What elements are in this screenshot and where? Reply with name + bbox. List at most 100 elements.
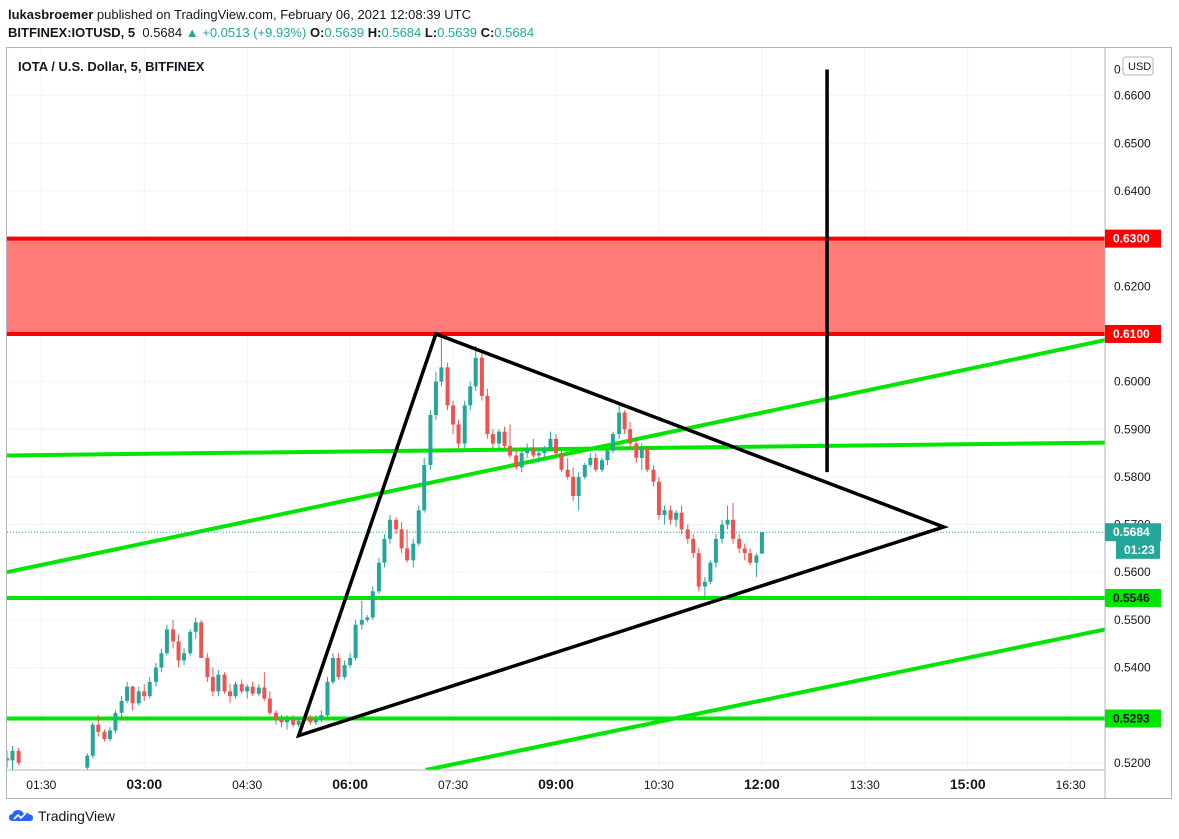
candle-up xyxy=(605,450,610,461)
candle-down xyxy=(394,519,399,530)
candle-up xyxy=(542,448,547,454)
published-text: published on TradingView.com, February 0… xyxy=(93,7,471,22)
candle-up xyxy=(713,538,718,563)
candle-down xyxy=(274,712,279,720)
currency-badge[interactable] xyxy=(1122,56,1154,76)
candle-up xyxy=(519,453,524,468)
price-tick-label: 0.5400 xyxy=(1114,661,1151,675)
candle-up xyxy=(85,755,90,768)
candle-up xyxy=(525,448,530,454)
candle-down xyxy=(451,405,456,425)
candle-up xyxy=(720,524,725,539)
candle-up xyxy=(468,386,473,406)
candle-down xyxy=(291,719,296,725)
currency-badge-label: USD xyxy=(1128,61,1151,73)
candle-up xyxy=(348,658,353,666)
candle-down xyxy=(645,448,650,470)
candle-up xyxy=(10,750,15,761)
candle-up xyxy=(536,453,541,456)
candle-up xyxy=(617,412,622,435)
change-value: ▲ +0.0513 (+9.93%) xyxy=(185,25,307,40)
price-label-box xyxy=(1105,709,1161,728)
time-tick-label: 15:00 xyxy=(950,776,986,792)
candle-up xyxy=(359,619,364,625)
candle-down xyxy=(405,548,410,561)
candle-down xyxy=(554,438,558,454)
price-tick-label-top: 0 xyxy=(1114,62,1121,76)
candle-down xyxy=(96,724,101,732)
price-label-text: 0.5546 xyxy=(1113,591,1150,605)
candle-up xyxy=(113,712,118,731)
price-tick-label: 0.5600 xyxy=(1114,565,1151,579)
candle-down xyxy=(171,629,176,642)
price-tick-label: 0.6000 xyxy=(1114,375,1151,389)
price-label-box xyxy=(1105,229,1161,248)
candle-down xyxy=(399,529,404,549)
price-label-text: 0.6100 xyxy=(1113,327,1150,341)
candle-down xyxy=(490,434,495,444)
candle-down xyxy=(685,529,690,539)
candle-down xyxy=(514,455,519,468)
high-label: H: xyxy=(367,25,382,40)
candle-down xyxy=(565,469,570,477)
candle-up xyxy=(216,674,221,692)
price-tick-label: 0.5900 xyxy=(1114,422,1151,436)
candle-up xyxy=(759,532,764,554)
plot-area[interactable] xyxy=(5,48,1105,770)
candle-up xyxy=(353,624,358,659)
symmetrical-triangle xyxy=(295,331,950,739)
candle-up xyxy=(662,510,667,516)
candle-up xyxy=(708,562,713,582)
chart-title: IOTA / U.S. Dollar, 5, BITFINEX xyxy=(18,59,205,74)
candle-up xyxy=(599,460,604,470)
candle-up xyxy=(462,405,467,444)
price-label-box xyxy=(1105,324,1161,343)
trend-line-channel-upper xyxy=(7,338,1105,575)
candle-up xyxy=(296,720,301,725)
candle-up xyxy=(245,686,250,692)
candle-up xyxy=(342,665,347,678)
candle-up xyxy=(610,434,615,451)
publish-header: lukasbroemer published on TradingView.co… xyxy=(8,6,534,42)
candle-up xyxy=(387,519,392,539)
candle-up xyxy=(582,464,587,477)
price-tick-label: 0.6500 xyxy=(1114,136,1151,150)
candle-down xyxy=(102,731,107,740)
candle-down xyxy=(531,448,536,456)
candle-up xyxy=(325,681,330,716)
candle-up xyxy=(370,591,375,618)
candle-up xyxy=(382,538,387,563)
tradingview-logo-icon xyxy=(9,810,33,821)
candle-up xyxy=(125,686,130,701)
candle-down xyxy=(622,412,627,430)
publisher-name[interactable]: lukasbroemer xyxy=(8,7,94,22)
candle-down xyxy=(210,677,215,692)
candle-down xyxy=(7,758,9,761)
footer-brand-label: TradingView xyxy=(38,808,116,824)
chart-pane[interactable] xyxy=(6,47,1172,799)
candle-down xyxy=(691,538,696,554)
time-tick-label: 04:30 xyxy=(232,778,262,792)
candle-up xyxy=(193,622,198,632)
low-value: 0.5639 xyxy=(437,25,477,40)
candle-down xyxy=(142,691,147,697)
candle-up xyxy=(119,700,124,713)
candle-down xyxy=(456,424,461,444)
candle-down xyxy=(696,553,701,587)
price-tick-label: 0.5500 xyxy=(1114,613,1151,627)
time-tick-label: 06:00 xyxy=(332,776,368,792)
candle-down xyxy=(737,538,742,549)
candle-up xyxy=(702,581,707,587)
time-tick-label: 03:00 xyxy=(126,776,162,792)
candle-down xyxy=(267,698,272,713)
footer-brand[interactable]: TradingView xyxy=(8,808,115,824)
time-tick-label: 12:00 xyxy=(744,776,780,792)
candle-up xyxy=(411,543,416,561)
candle-up xyxy=(136,691,141,704)
candle-up xyxy=(639,448,644,458)
candle-down xyxy=(222,674,227,692)
price-label-text: 0.5293 xyxy=(1113,712,1150,726)
candle-down xyxy=(479,357,484,396)
candle-up xyxy=(576,476,581,496)
